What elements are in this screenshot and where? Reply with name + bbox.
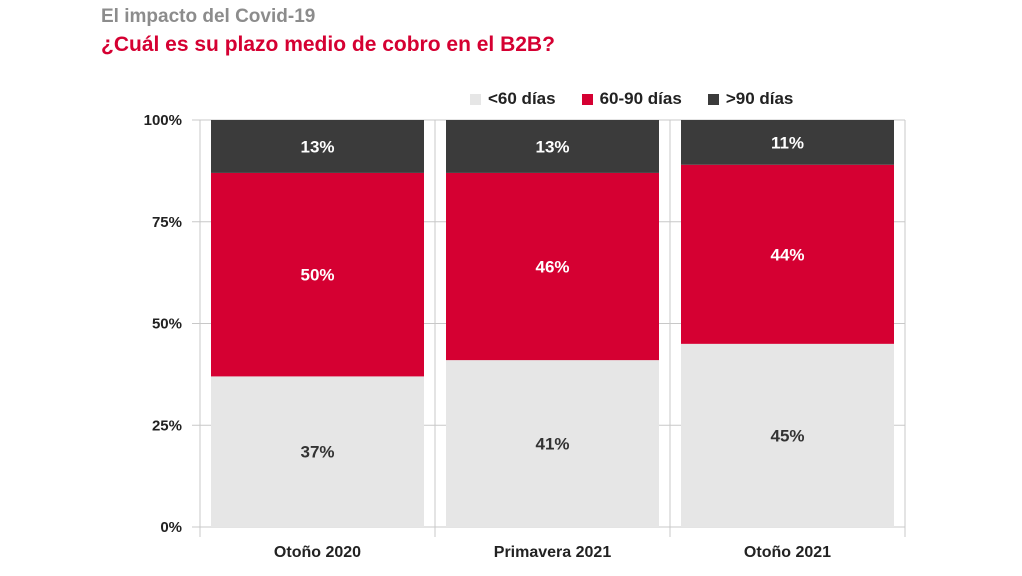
data-label: 11% <box>771 133 804 152</box>
data-label: 13% <box>300 137 334 156</box>
data-label: 37% <box>300 443 334 462</box>
data-label: 46% <box>535 258 569 277</box>
bar-segment-60-90 <box>446 172 659 361</box>
chart-title: ¿Cuál es su plazo medio de cobro en el B… <box>101 33 555 56</box>
legend-swatch-gt90 <box>707 93 719 105</box>
legend-item-gt90: >90 días <box>707 89 794 109</box>
bar-segment-60-90 <box>211 172 424 377</box>
data-label: 44% <box>770 245 804 264</box>
bar-segment-lt60 <box>681 343 894 527</box>
legend-label-gt90: >90 días <box>725 89 794 108</box>
legend-label-60-90: 60-90 días <box>599 89 682 108</box>
legend-swatch-60-90 <box>581 93 593 105</box>
bar-segment-lt60 <box>446 360 659 527</box>
legend: <60 días 60-90 días >90 días <box>470 88 793 110</box>
data-label: 45% <box>770 426 804 445</box>
data-label: 50% <box>300 266 334 285</box>
bar-segment-gt90 <box>446 120 659 173</box>
bar-segment-gt90 <box>211 120 424 173</box>
x-tick-label: Otoño 2020 <box>274 544 361 561</box>
y-tick-label: 100% <box>144 112 182 129</box>
bar-segment-gt90 <box>681 120 894 165</box>
data-label: 41% <box>535 435 569 454</box>
bar-segment-60-90 <box>681 164 894 344</box>
y-tick-label: 0% <box>160 519 182 536</box>
x-tick-label: Primavera 2021 <box>494 544 612 561</box>
data-label: 13% <box>535 137 569 156</box>
chart-kicker: El impacto del Covid-19 <box>101 6 316 27</box>
y-tick-label: 25% <box>152 417 182 434</box>
legend-item-lt60: <60 días <box>470 89 556 109</box>
y-tick-label: 50% <box>152 316 182 333</box>
x-tick-label: Otoño 2021 <box>744 544 831 561</box>
legend-item-60-90: 60-90 días <box>581 89 682 109</box>
bar-segment-lt60 <box>211 376 424 527</box>
legend-swatch-lt60 <box>470 93 481 105</box>
legend-label-lt60: <60 días <box>488 89 556 108</box>
y-tick-label: 75% <box>152 214 182 231</box>
